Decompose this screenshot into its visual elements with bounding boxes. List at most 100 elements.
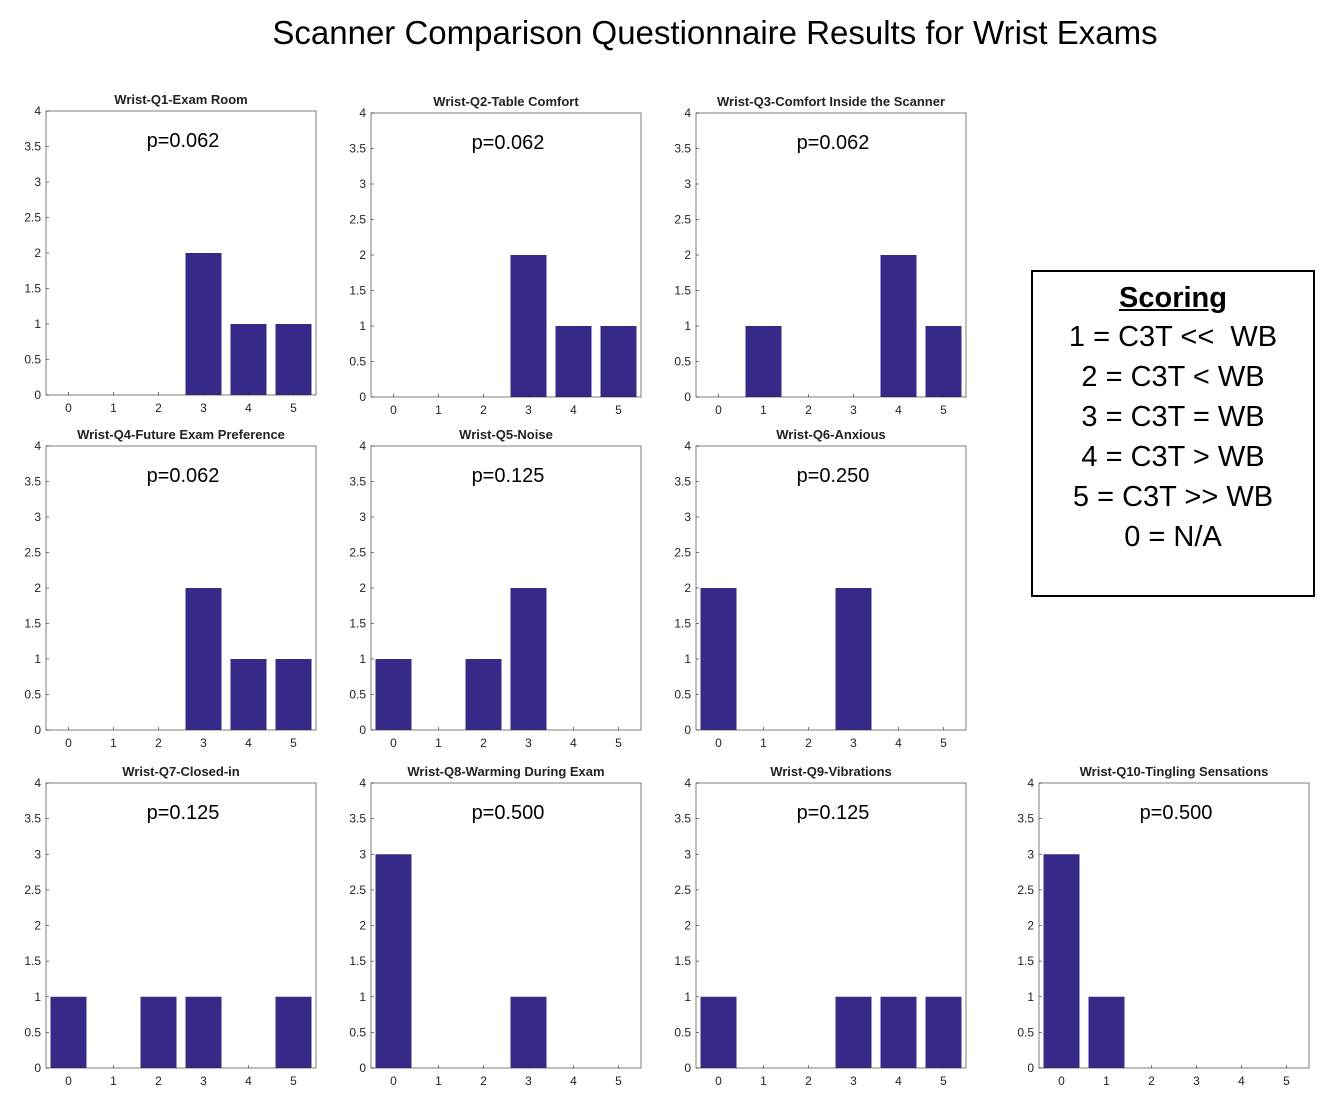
y-tick-label: 1.5 <box>24 617 41 631</box>
y-tick-label: 3 <box>359 847 366 861</box>
x-tick-label: 2 <box>1148 1074 1155 1088</box>
bar <box>185 588 222 730</box>
legend-line: 1 = C3T << WB <box>1068 321 1278 353</box>
bar-chart-panel: 0 0.5 1 1.5 2 2.5 3 3.5 4 0 1 2 3 4 5 Wrist-Q3-Comfort … <box>674 94 967 417</box>
y-tick-label: 3 <box>34 510 41 524</box>
y-tick-label: 0 <box>684 390 691 404</box>
y-tick-label: 2 <box>359 581 366 595</box>
x-tick-label: 2 <box>480 736 487 750</box>
y-tick-label: 1 <box>1027 990 1034 1004</box>
y-tick-label: 0.5 <box>674 355 691 369</box>
y-tick-label: 1 <box>684 652 691 666</box>
x-tick-label: 1 <box>435 736 442 750</box>
p-value-annotation: p=0.062 <box>147 465 220 487</box>
y-tick-label: 1.5 <box>349 617 366 631</box>
x-tick-label: 4 <box>570 403 577 417</box>
y-tick-label: 3.5 <box>674 475 691 489</box>
panel-title: Wrist-Q1-Exam Room <box>114 92 247 107</box>
y-tick-label: 2 <box>684 919 691 933</box>
y-tick-label: 0 <box>359 390 366 404</box>
bar <box>925 326 962 397</box>
y-tick-label: 0.5 <box>349 1025 366 1039</box>
panel-title: Wrist-Q3-Comfort Inside the Scanner <box>717 94 945 109</box>
y-tick-label: 1.5 <box>24 282 41 296</box>
y-tick-label: 3 <box>684 510 691 524</box>
y-tick-label: 0 <box>34 723 41 737</box>
y-tick-label: 3 <box>684 847 691 861</box>
y-tick-label: 0 <box>359 1061 366 1075</box>
y-tick-label: 2 <box>34 581 41 595</box>
bar <box>230 324 267 395</box>
y-tick-label: 0.5 <box>349 688 366 702</box>
y-tick-label: 1 <box>359 990 366 1004</box>
panel-title: Wrist-Q9-Vibrations <box>770 764 892 779</box>
x-tick-label: 2 <box>155 1074 162 1088</box>
y-tick-label: 4 <box>359 106 366 120</box>
bar-chart-panel: 0 0.5 1 1.5 2 2.5 3 3.5 4 0 1 2 3 4 5 Wrist-Q10-Tinglin… <box>1017 764 1310 1088</box>
bar <box>835 588 872 730</box>
p-value-annotation: p=0.250 <box>797 465 870 487</box>
x-tick-label: 1 <box>760 736 767 750</box>
y-tick-label: 3 <box>684 177 691 191</box>
y-tick-label: 4 <box>34 439 41 453</box>
y-tick-label: 2.5 <box>349 883 366 897</box>
y-tick-label: 4 <box>1027 776 1034 790</box>
bar <box>745 326 782 397</box>
x-tick-label: 3 <box>850 403 857 417</box>
panel-title: Wrist-Q2-Table Comfort <box>433 94 579 109</box>
y-tick-label: 1.5 <box>24 954 41 968</box>
bar <box>700 588 737 730</box>
panel-title: Wrist-Q4-Future Exam Preference <box>77 427 285 442</box>
scoring-legend: Scoring 1 = C3T << WB 2 = C3T < WB 3 = C… <box>1031 270 1315 597</box>
y-tick-label: 3.5 <box>24 812 41 826</box>
y-tick-label: 2.5 <box>24 211 41 225</box>
x-tick-label: 5 <box>940 736 947 750</box>
y-tick-label: 1.5 <box>674 954 691 968</box>
p-value-annotation: p=0.500 <box>472 802 545 824</box>
x-tick-label: 4 <box>895 736 902 750</box>
x-tick-label: 3 <box>200 736 207 750</box>
x-tick-label: 5 <box>940 1074 947 1088</box>
y-tick-label: 3.5 <box>24 140 41 154</box>
y-tick-label: 1 <box>359 319 366 333</box>
x-tick-label: 2 <box>155 736 162 750</box>
y-tick-label: 2.5 <box>1017 883 1034 897</box>
y-tick-label: 3.5 <box>674 812 691 826</box>
y-tick-label: 1.5 <box>349 284 366 298</box>
bar-chart-panel: 0 0.5 1 1.5 2 2.5 3 3.5 4 0 1 2 3 4 5 Wrist-Q8-Warming … <box>349 764 642 1088</box>
x-tick-label: 2 <box>805 403 812 417</box>
y-tick-label: 1.5 <box>674 284 691 298</box>
p-value-annotation: p=0.125 <box>472 465 545 487</box>
bar <box>510 255 547 397</box>
p-value-annotation: p=0.500 <box>1140 802 1213 824</box>
x-tick-label: 3 <box>525 403 532 417</box>
y-tick-label: 2.5 <box>674 546 691 560</box>
x-tick-label: 4 <box>570 1074 577 1088</box>
bar <box>50 996 87 1068</box>
bar <box>835 996 872 1068</box>
y-tick-label: 3 <box>1027 847 1034 861</box>
x-tick-label: 0 <box>715 403 722 417</box>
y-tick-label: 0 <box>34 388 41 402</box>
legend-line: 0 = N/A <box>1124 521 1222 553</box>
bar <box>275 996 312 1068</box>
y-tick-label: 3.5 <box>349 475 366 489</box>
x-tick-label: 1 <box>110 401 117 415</box>
bar <box>510 588 547 730</box>
bar-chart-panel: 0 0.5 1 1.5 2 2.5 3 3.5 4 0 1 2 3 4 5 Wrist-Q2-Table Co… <box>349 94 642 417</box>
p-value-annotation: p=0.062 <box>797 132 870 154</box>
x-tick-label: 3 <box>850 1074 857 1088</box>
panel-title: Wrist-Q7-Closed-in <box>122 764 240 779</box>
y-tick-label: 0 <box>684 1061 691 1075</box>
panel-title: Wrist-Q6-Anxious <box>776 427 886 442</box>
x-tick-label: 0 <box>715 1074 722 1088</box>
x-tick-label: 0 <box>65 401 72 415</box>
x-tick-label: 5 <box>1283 1074 1290 1088</box>
x-tick-label: 1 <box>110 1074 117 1088</box>
y-tick-label: 3.5 <box>349 812 366 826</box>
y-tick-label: 0.5 <box>349 355 366 369</box>
y-tick-label: 2 <box>34 919 41 933</box>
y-tick-label: 1 <box>34 652 41 666</box>
y-tick-label: 2.5 <box>674 883 691 897</box>
